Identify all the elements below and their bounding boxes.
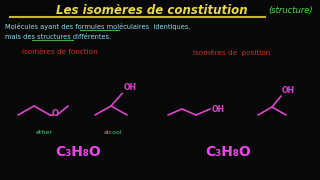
Text: éther: éther bbox=[36, 129, 52, 134]
Text: Les isomères de constitution: Les isomères de constitution bbox=[56, 4, 248, 17]
Text: OH: OH bbox=[212, 105, 225, 114]
Text: OH: OH bbox=[282, 86, 295, 95]
Text: isomères de  position: isomères de position bbox=[193, 48, 271, 55]
Text: O: O bbox=[52, 109, 59, 118]
Text: C₃H₈O: C₃H₈O bbox=[55, 145, 101, 159]
Text: (structure): (structure) bbox=[268, 6, 313, 15]
Text: alcool: alcool bbox=[104, 129, 122, 134]
Text: OH: OH bbox=[123, 83, 136, 92]
Text: isomères de fonction: isomères de fonction bbox=[22, 49, 98, 55]
Text: Molécules ayant des formules moléculaires  identiques,: Molécules ayant des formules moléculaire… bbox=[5, 24, 190, 30]
Text: mais des structures différentes.: mais des structures différentes. bbox=[5, 34, 111, 40]
Text: C₃H₈O: C₃H₈O bbox=[205, 145, 251, 159]
